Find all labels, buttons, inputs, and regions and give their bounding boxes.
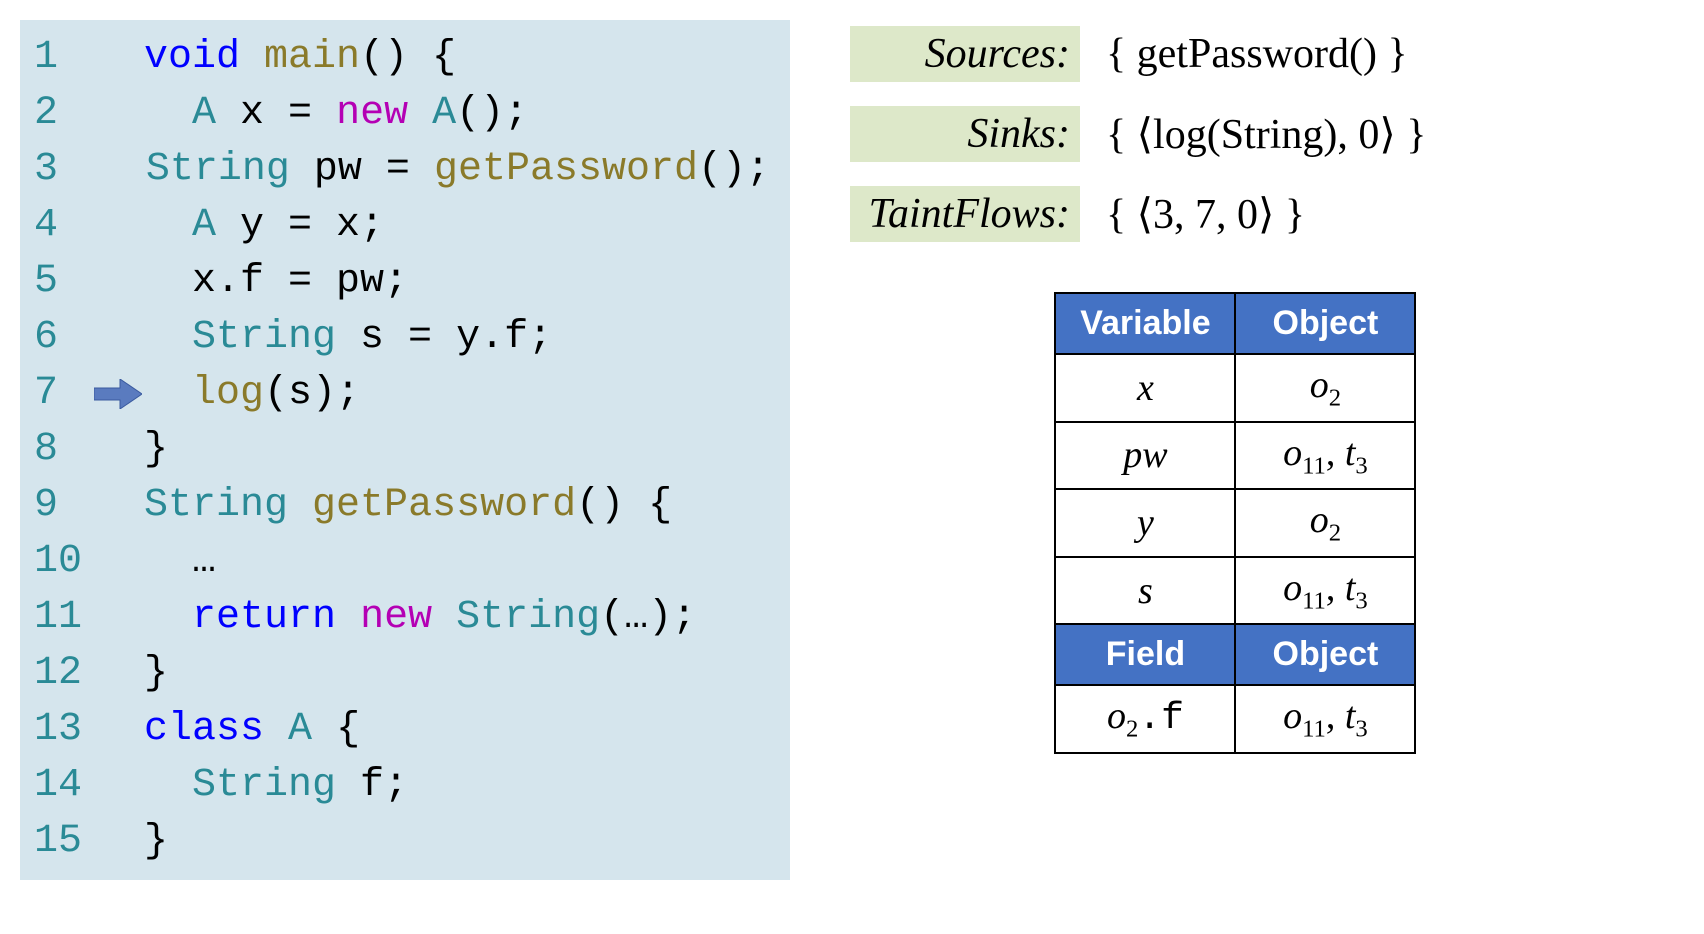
points-to-table-wrap: VariableObjectxo2pwo11, t3yo2so11, t3Fie… xyxy=(1054,292,1416,754)
table-row: pwo11, t3 xyxy=(1055,422,1415,490)
line-number: 9 xyxy=(30,478,94,534)
line-number: 12 xyxy=(30,646,94,702)
code-content: String s = y.f; xyxy=(144,310,552,366)
code-line-13: 13 class A { xyxy=(30,702,770,758)
code-block: 1void main() {2 A x = new A();3 String p… xyxy=(20,20,790,880)
line-number: 5 xyxy=(30,254,94,310)
table-cell: x xyxy=(1055,354,1235,422)
code-content: } xyxy=(144,646,168,702)
definitions-list: Sources: { getPassword() } Sinks: { ⟨log(St… xyxy=(850,26,1426,242)
code-line-5: 5 x.f = pw; xyxy=(30,254,770,310)
table-cell: o2 xyxy=(1235,354,1415,422)
definition-value: { ⟨3, 7, 0⟩ } xyxy=(1106,189,1305,239)
table-header: Field xyxy=(1055,624,1235,685)
table-cell: y xyxy=(1055,489,1235,557)
code-content: } xyxy=(144,814,168,870)
definition-label: Sources: xyxy=(850,26,1080,82)
table-header-row: VariableObject xyxy=(1055,293,1415,354)
table-cell: o2.f xyxy=(1055,685,1235,753)
code-content: void main() { xyxy=(144,30,456,86)
table-cell: pw xyxy=(1055,422,1235,490)
code-line-1: 1 void main() { xyxy=(30,30,770,86)
line-number: 2 xyxy=(30,86,94,142)
line-number: 4 xyxy=(30,198,94,254)
code-line-9: 9 String getPassword() { xyxy=(30,478,770,534)
code-line-2: 2 A x = new A(); xyxy=(30,86,770,142)
code-content: return new String(…); xyxy=(144,590,696,646)
line-number: 6 xyxy=(30,310,94,366)
code-content: String f; xyxy=(144,758,408,814)
code-content: A y = x; xyxy=(144,198,384,254)
table-header: Object xyxy=(1235,293,1415,354)
table-cell: o2 xyxy=(1235,489,1415,557)
table-header-row: FieldObject xyxy=(1055,624,1415,685)
code-content: String getPassword() { xyxy=(144,478,672,534)
code-content: } xyxy=(144,422,168,478)
definition-value: { ⟨log(String), 0⟩ } xyxy=(1106,109,1426,159)
definition-value: { getPassword() } xyxy=(1106,30,1408,78)
table-cell: o11, t3 xyxy=(1235,685,1415,753)
code-line-4: 4 A y = x; xyxy=(30,198,770,254)
table-cell: o11, t3 xyxy=(1235,557,1415,625)
table-row: xo2 xyxy=(1055,354,1415,422)
code-line-3: 3 String pw = getPassword(); xyxy=(30,142,770,198)
code-line-8: 8} xyxy=(30,422,770,478)
code-line-12: 12} xyxy=(30,646,770,702)
code-content: String pw = getPassword(); xyxy=(98,142,770,198)
points-to-table: VariableObjectxo2pwo11, t3yo2so11, t3Fie… xyxy=(1054,292,1416,754)
code-content: x.f = pw; xyxy=(144,254,408,310)
code-line-7: 7 log(s); xyxy=(30,366,770,422)
code-line-11: 11 return new String(…); xyxy=(30,590,770,646)
line-number: 1 xyxy=(30,30,94,86)
definition-label: TaintFlows: xyxy=(850,186,1080,242)
definition-row: TaintFlows: { ⟨3, 7, 0⟩ } xyxy=(850,186,1305,242)
table-header: Variable xyxy=(1055,293,1235,354)
arrow-slot xyxy=(94,379,144,409)
main-container: 1void main() {2 A x = new A();3 String p… xyxy=(20,20,1684,880)
line-number: 15 xyxy=(30,814,94,870)
line-number: 11 xyxy=(30,590,94,646)
code-line-10: 10 … xyxy=(30,534,770,590)
line-number: 14 xyxy=(30,758,94,814)
line-number: 7 xyxy=(30,366,94,422)
table-cell: s xyxy=(1055,557,1235,625)
code-content: … xyxy=(144,534,216,590)
definition-label: Sinks: xyxy=(850,106,1080,162)
line-number: 13 xyxy=(30,702,94,758)
table-cell: o11, t3 xyxy=(1235,422,1415,490)
table-row: o2.fo11, t3 xyxy=(1055,685,1415,753)
code-content: log(s); xyxy=(144,366,360,422)
table-header: Object xyxy=(1235,624,1415,685)
table-row: so11, t3 xyxy=(1055,557,1415,625)
arrow-icon xyxy=(94,379,142,409)
code-line-15: 15} xyxy=(30,814,770,870)
line-number: 8 xyxy=(30,422,94,478)
code-line-14: 14 String f; xyxy=(30,758,770,814)
code-content: A x = new A(); xyxy=(144,86,528,142)
right-panel: Sources: { getPassword() } Sinks: { ⟨log(St… xyxy=(850,20,1426,880)
table-row: yo2 xyxy=(1055,489,1415,557)
line-number: 3 xyxy=(30,142,69,198)
code-content: class A { xyxy=(144,702,360,758)
definition-row: Sinks: { ⟨log(String), 0⟩ } xyxy=(850,106,1426,162)
code-line-6: 6 String s = y.f; xyxy=(30,310,770,366)
line-number: 10 xyxy=(30,534,94,590)
definition-row: Sources: { getPassword() } xyxy=(850,26,1408,82)
